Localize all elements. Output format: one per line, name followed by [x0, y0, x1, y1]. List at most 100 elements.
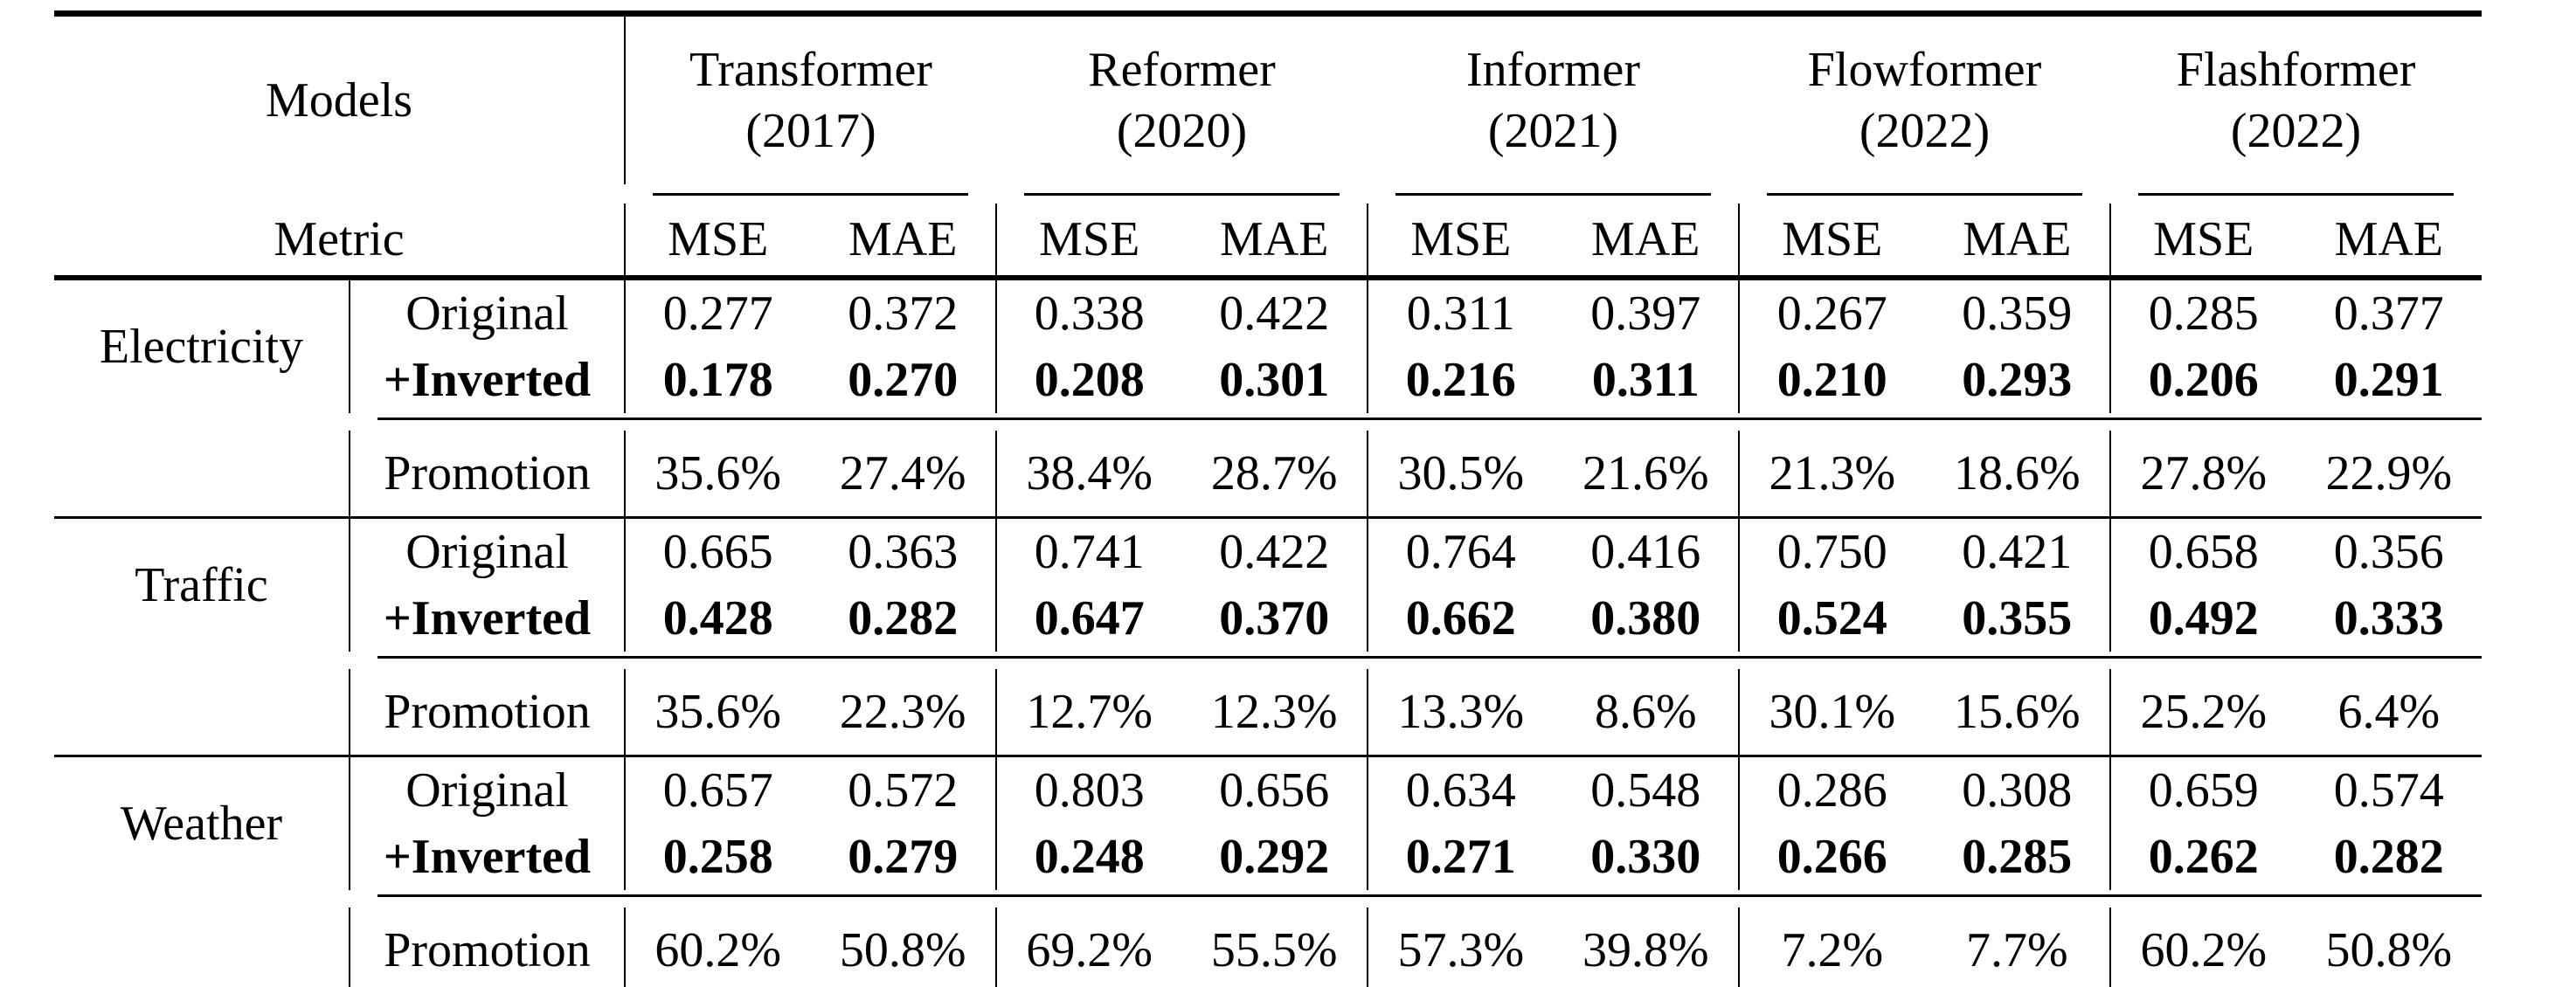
value-cell: 0.397	[1590, 286, 1701, 341]
value-cell: 0.658	[2109, 517, 2296, 585]
mae-header: MAE	[1553, 204, 1740, 280]
value-cell: 38.4%	[995, 431, 1182, 519]
mse-header: MSE	[1367, 204, 1554, 280]
value-cell: 0.647	[995, 585, 1182, 652]
table-row: Promotion 35.6% 27.4% 38.4% 28.7% 30.5% …	[54, 431, 2483, 519]
cmidrule	[1368, 184, 1739, 204]
value-cell: 7.2%	[1738, 908, 1925, 987]
value-cell: 35.6%	[624, 669, 811, 757]
value-cell: 60.2%	[2109, 908, 2296, 987]
value-cell: 0.741	[995, 517, 1182, 585]
value-cell: 0.292	[1219, 829, 1330, 884]
value-cell: 0.311	[1591, 352, 1700, 407]
row-label: Promotion	[349, 908, 625, 987]
model-year: (2022)	[2230, 104, 2362, 158]
mae-header: MAE	[1924, 204, 2111, 280]
dataset-label: Electricity	[99, 319, 304, 374]
value-cell: 0.372	[848, 286, 959, 341]
value-cell: 15.6%	[1924, 669, 2111, 757]
value-cell: 0.803	[995, 756, 1182, 824]
value-cell: 7.7%	[1965, 922, 2068, 977]
value-cell: 0.178	[624, 347, 811, 413]
mae-header: MAE	[1181, 204, 1368, 280]
model-header: Flashformer (2022)	[2110, 14, 2482, 185]
value-cell: 0.355	[1962, 590, 2073, 645]
value-cell: 0.285	[1962, 829, 2073, 884]
model-year: (2021)	[1487, 104, 1619, 158]
value-cell: 30.1%	[1738, 669, 1925, 757]
table-row: Promotion 60.2% 50.8% 69.2% 55.5% 57.3% …	[54, 908, 2482, 987]
value-cell: 0.262	[2109, 824, 2296, 890]
value-cell: 0.338	[995, 278, 1182, 347]
model-name: Transformer	[689, 43, 932, 97]
value-cell: 0.764	[1367, 517, 1554, 585]
value-cell: 0.277	[624, 278, 811, 347]
value-cell: 0.308	[1962, 763, 2073, 818]
model-header: Transformer (2017)	[624, 13, 996, 184]
value-cell: 60.2%	[624, 908, 811, 987]
value-cell: 0.333	[2333, 590, 2444, 645]
value-cell: 12.3%	[1181, 669, 1368, 757]
value-cell: 0.377	[2333, 286, 2444, 341]
value-cell: 39.8%	[1582, 922, 1709, 977]
row-label: +Inverted	[349, 585, 625, 652]
value-cell: 0.657	[624, 756, 811, 824]
value-cell: 0.659	[2109, 756, 2296, 824]
row-label: Promotion	[349, 669, 625, 757]
mse-header: MSE	[995, 204, 1182, 280]
dataset-label: Traffic	[135, 557, 268, 612]
value-cell: 0.662	[1367, 585, 1554, 652]
value-cell: 0.656	[1219, 763, 1330, 818]
value-cell: 21.6%	[1553, 431, 1740, 519]
value-cell: 0.311	[1367, 278, 1554, 347]
value-cell: 6.4%	[2296, 669, 2483, 757]
row-label: +Inverted	[349, 347, 625, 413]
value-cell: 0.216	[1367, 347, 1554, 413]
value-cell: 50.8%	[2325, 922, 2453, 977]
value-cell: 0.634	[1367, 756, 1554, 824]
cmidrule	[1739, 184, 2110, 204]
model-name: Reformer	[1088, 43, 1276, 97]
models-header: Models	[266, 72, 412, 128]
table-row: Weather Original 0.657 0.572 0.803 0.656…	[54, 756, 2482, 851]
model-name: Informer	[1466, 43, 1641, 97]
value-cell: 0.363	[848, 524, 959, 579]
value-cell: 27.8%	[2109, 431, 2296, 519]
model-name: Flowformer	[1807, 43, 2042, 97]
model-year: (2020)	[1116, 104, 1248, 158]
value-cell: 0.282	[2333, 829, 2444, 884]
value-cell: 27.4%	[810, 431, 996, 519]
value-cell: 0.282	[848, 590, 959, 645]
cmidrule	[350, 652, 2483, 669]
value-cell: 0.293	[1962, 352, 2073, 407]
value-cell: 55.5%	[1210, 922, 1338, 977]
value-cell: 0.422	[1219, 524, 1330, 579]
metric-header: Metric	[54, 204, 625, 280]
mae-header: MAE	[810, 204, 996, 280]
value-cell: 0.266	[1738, 824, 1925, 890]
cmidrule	[996, 184, 1368, 204]
value-cell: 12.7%	[995, 669, 1182, 757]
row-label: Original	[349, 517, 625, 585]
mae-header: MAE	[2296, 204, 2483, 280]
row-label: Original	[349, 756, 625, 824]
body-cmidrule-row	[54, 652, 2483, 669]
value-cell: 0.291	[2333, 352, 2444, 407]
value-cell: 0.279	[848, 829, 959, 884]
table-row: +Inverted 0.178 0.270 0.208 0.301 0.216 …	[54, 347, 2482, 413]
value-cell: 0.356	[2333, 524, 2444, 579]
value-cell: 0.380	[1590, 590, 1701, 645]
value-cell: 18.6%	[1924, 431, 2111, 519]
model-name: Flashformer	[2176, 43, 2416, 97]
value-cell: 0.271	[1367, 824, 1554, 890]
model-header: Informer (2021)	[1368, 14, 1739, 185]
value-cell: 0.428	[624, 585, 811, 652]
value-cell: 0.422	[1219, 286, 1330, 341]
row-label: +Inverted	[349, 824, 625, 890]
value-cell: 0.370	[1219, 590, 1330, 645]
value-cell: 0.285	[2109, 278, 2296, 347]
model-header: Flowformer (2022)	[1739, 14, 2110, 185]
value-cell: 30.5%	[1367, 431, 1554, 519]
value-cell: 0.206	[2109, 347, 2296, 413]
